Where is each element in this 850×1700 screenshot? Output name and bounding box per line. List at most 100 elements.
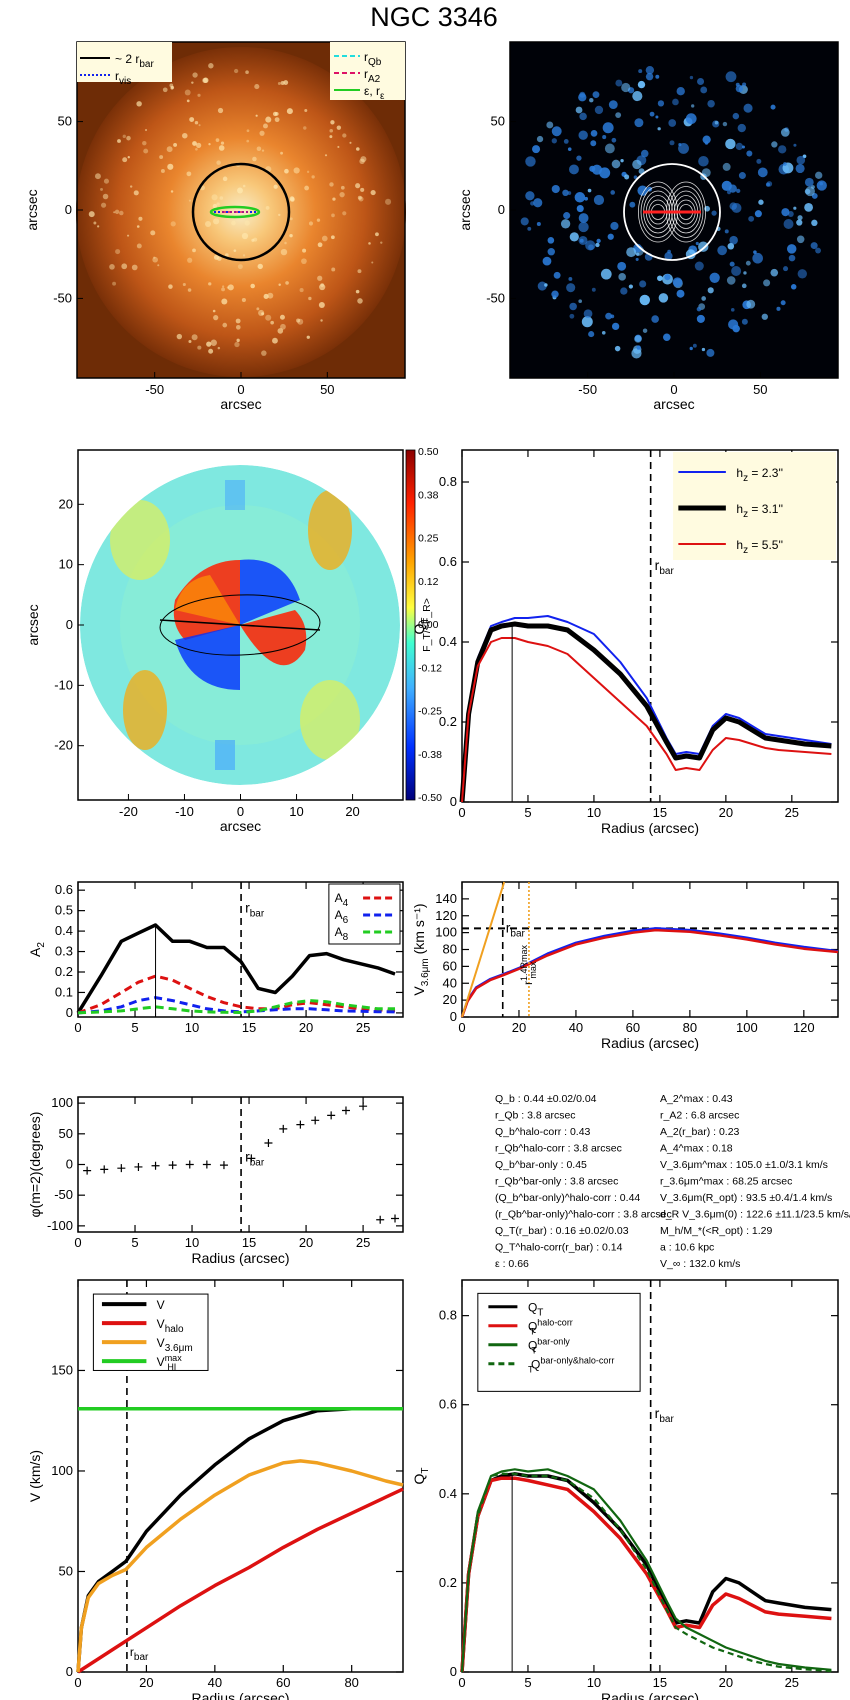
param-row: r_Qb^halo-corr : 3.8 arcsec (495, 1143, 622, 1155)
x-tick-label: 20 (299, 1020, 313, 1035)
speckle (100, 202, 107, 208)
speckle (368, 242, 371, 245)
hi-clump (797, 215, 803, 221)
speckle (205, 220, 212, 228)
hi-clump (756, 158, 762, 164)
speckle (279, 314, 285, 320)
speckle (278, 283, 281, 286)
speckle (142, 140, 147, 146)
speckle (299, 288, 304, 293)
speckle (329, 182, 334, 187)
hi-clump (776, 306, 781, 311)
speckle (355, 289, 360, 294)
colorbar-tick-label: 0.38 (418, 489, 439, 501)
speckle (219, 196, 224, 200)
hi-clump (689, 346, 693, 351)
hi-clump (725, 71, 737, 83)
speckle (257, 263, 263, 270)
series-line (461, 637, 832, 803)
hi-clump (589, 97, 594, 103)
hi-clump (611, 137, 617, 143)
speckle (192, 141, 197, 146)
hi-clump (753, 250, 757, 254)
hi-clump (620, 158, 624, 163)
hi-clump (664, 252, 673, 261)
x-tick-label: -20 (119, 804, 138, 819)
legend-label: rQb (364, 50, 382, 68)
y-axis-label: QT (411, 618, 431, 635)
hi-clump (551, 290, 559, 298)
legend-label: Vmax HI (157, 1353, 183, 1372)
speckle (237, 187, 243, 194)
hi-clump (629, 201, 636, 208)
speckle (245, 70, 249, 74)
speckle (152, 256, 158, 263)
orange-patch (308, 490, 352, 570)
hi-clump (793, 143, 797, 147)
hi-clump (620, 287, 628, 295)
hi-clump (621, 82, 631, 93)
speckle (297, 318, 304, 325)
hi-clump (752, 252, 763, 264)
hi-clump (730, 308, 735, 312)
hi-clump (810, 242, 818, 250)
data-point (264, 1139, 273, 1148)
hi-clump (726, 190, 732, 195)
colorbar-tick-label: -0.12 (418, 662, 442, 674)
hi-clump (588, 244, 594, 251)
speckle (265, 314, 272, 321)
speckle (176, 333, 183, 340)
x-tick-label: 5 (131, 1020, 138, 1035)
hi-clump (601, 330, 606, 335)
speckle (244, 220, 250, 226)
blue-lobe-upper (240, 559, 300, 625)
x-tick-label: 120 (793, 1020, 815, 1035)
speckle (210, 339, 217, 346)
hi-clump (743, 271, 747, 275)
legend-label: V3.6μm (157, 1336, 193, 1354)
hi-clump (536, 135, 544, 143)
param-row: A_4^max : 0.18 (660, 1143, 733, 1155)
legend-label: QT (528, 1301, 543, 1319)
hi-clump (579, 112, 587, 121)
speckle (357, 298, 363, 304)
x-tick-label: 0 (458, 805, 465, 820)
y-tick-label: 0 (450, 1009, 457, 1024)
x-tick-label: 20 (139, 1675, 153, 1690)
hi-clump (551, 184, 560, 194)
speckle (252, 156, 257, 162)
galaxy-speckles (88, 63, 392, 356)
parameters-table: Q_b : 0.44 ±0.02/0.04 r_Qb : 3.8 arcsec Q_… (495, 1093, 850, 1270)
hi-clump (778, 145, 787, 154)
speckle (283, 80, 289, 85)
speckle (208, 282, 212, 286)
speckle (256, 146, 262, 151)
speckle (195, 147, 198, 151)
hi-clump (595, 242, 600, 248)
hi-clump (611, 159, 621, 169)
hi-clump (655, 74, 660, 79)
hi-clump (797, 269, 807, 279)
hi-clump (551, 126, 562, 137)
speckle (360, 187, 365, 192)
y-axis-label: arcsec (24, 189, 40, 230)
speckle (303, 126, 307, 130)
x-tick-label: 0 (670, 382, 677, 397)
hi-clump (735, 142, 744, 151)
speckle (301, 258, 307, 265)
speckle (277, 81, 281, 86)
hi-clump (615, 79, 623, 87)
y-tick-label: -50 (53, 290, 72, 305)
hi-clump (596, 238, 601, 244)
x-tick-label: 20 (345, 804, 359, 819)
speckle (357, 195, 362, 200)
speckle (263, 123, 268, 129)
speckle (320, 283, 325, 287)
x-tick-label: 20 (299, 1235, 313, 1250)
x-tick-label: 0 (237, 804, 244, 819)
hi-clump (701, 347, 706, 352)
colorbar-tick-label: 0.00 (418, 619, 439, 631)
hi-clump (563, 138, 569, 144)
hi-clump (743, 103, 753, 113)
